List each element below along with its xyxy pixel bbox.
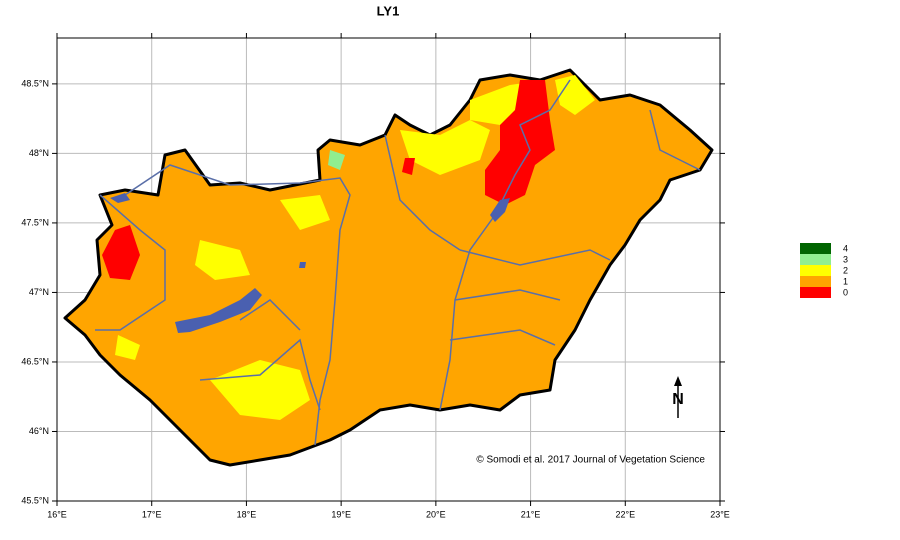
legend-swatch <box>800 265 831 276</box>
legend-label: 3 <box>843 254 848 264</box>
x-tick-label: 21°E <box>521 509 541 519</box>
x-tick-label: 19°E <box>331 509 351 519</box>
x-tick-label: 17°E <box>142 509 162 519</box>
legend-label: 1 <box>843 276 848 286</box>
x-tick-label: 20°E <box>426 509 446 519</box>
map-title: LY1 <box>377 3 400 18</box>
north-label: N <box>672 391 684 408</box>
rivers <box>95 79 701 446</box>
class-0-patches <box>102 80 555 280</box>
x-tick-label: 22°E <box>615 509 635 519</box>
y-tick-label: 47.5°N <box>21 217 49 227</box>
x-tick-label: 23°E <box>710 509 730 519</box>
x-tick-label: 18°E <box>237 509 257 519</box>
legend-swatch <box>800 287 831 298</box>
legend-swatch <box>800 254 831 265</box>
y-tick-label: 46°N <box>29 426 49 436</box>
legend-label: 2 <box>843 265 848 275</box>
credit: © Somodi et al. 2017 Journal of Vegetati… <box>476 455 705 466</box>
y-tick-label: 48°N <box>29 148 49 158</box>
y-tick-label: 48.5°N <box>21 78 49 88</box>
hungary-area <box>63 68 714 467</box>
y-tick-label: 45.5°N <box>21 495 49 505</box>
legend-swatch <box>800 276 831 287</box>
class-3-patch <box>328 150 345 170</box>
legend-swatch <box>800 243 831 254</box>
legend-label: 0 <box>843 287 848 297</box>
x-tick-label: 16°E <box>47 509 67 519</box>
y-tick-label: 47°N <box>29 287 49 297</box>
north-arrow: N <box>672 376 684 418</box>
plot-frame <box>56 37 721 502</box>
legend-label: 4 <box>843 243 848 253</box>
y-tick-label: 46.5°N <box>21 356 49 366</box>
lakes <box>110 193 510 333</box>
